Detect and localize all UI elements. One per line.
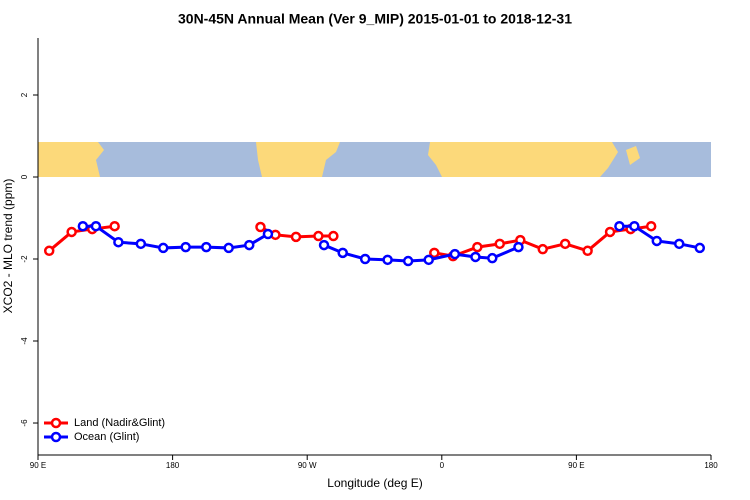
legend-label: Ocean (Glint)	[74, 431, 139, 443]
point	[449, 248, 461, 260]
point	[402, 255, 414, 267]
point	[262, 228, 274, 240]
point	[158, 242, 169, 254]
legend-marker	[50, 431, 62, 443]
y-tick-label: -4	[20, 337, 29, 345]
point	[694, 242, 706, 254]
point	[629, 220, 640, 232]
point	[328, 230, 339, 242]
point	[318, 239, 330, 251]
point	[337, 247, 348, 259]
point	[487, 252, 498, 264]
map-band	[38, 142, 711, 177]
point	[135, 238, 147, 250]
x-tick-label: 180	[166, 461, 180, 470]
point	[470, 251, 481, 263]
x-tick-label: 0	[440, 461, 445, 470]
point	[604, 226, 616, 238]
point	[313, 230, 324, 242]
x-tick-label: 90 W	[298, 461, 317, 470]
point	[43, 245, 55, 257]
point	[559, 238, 571, 250]
point	[537, 243, 548, 255]
point	[673, 238, 685, 250]
point	[223, 242, 234, 254]
chart-title: 30N-45N Annual Mean (Ver 9_MIP) 2015-01-…	[178, 11, 572, 27]
y-axis-label: XCO2 - MLO trend (ppm)	[1, 179, 15, 314]
point	[359, 253, 371, 265]
point	[651, 235, 663, 247]
point	[423, 254, 434, 266]
y-tick-label: -2	[20, 255, 29, 263]
point	[645, 220, 657, 232]
point	[290, 231, 302, 243]
y-tick-label: -6	[20, 419, 29, 427]
point	[90, 220, 102, 232]
point	[77, 220, 89, 232]
point	[66, 226, 77, 238]
point	[109, 220, 120, 232]
legend-label: Land (Nadir&Glint)	[74, 417, 165, 429]
point	[243, 239, 255, 251]
point	[494, 238, 506, 250]
point	[582, 245, 593, 257]
x-tick-label: 180	[704, 461, 718, 470]
point	[513, 241, 524, 253]
x-axis-label: Longitude (deg E)	[327, 476, 422, 490]
point	[201, 241, 212, 253]
y-tick-label: 2	[20, 92, 29, 97]
x-tick-label: 90 E	[30, 461, 46, 470]
y-tick-label: 0	[20, 174, 29, 179]
point	[429, 247, 440, 259]
legend: Land (Nadir&Glint) Ocean (Glint)	[44, 417, 165, 443]
point	[472, 241, 483, 253]
point	[180, 241, 191, 253]
point	[382, 254, 393, 266]
point	[255, 221, 266, 233]
legend-marker	[50, 417, 62, 429]
point	[614, 220, 625, 232]
x-tick-label: 90 E	[568, 461, 584, 470]
point	[113, 236, 124, 248]
